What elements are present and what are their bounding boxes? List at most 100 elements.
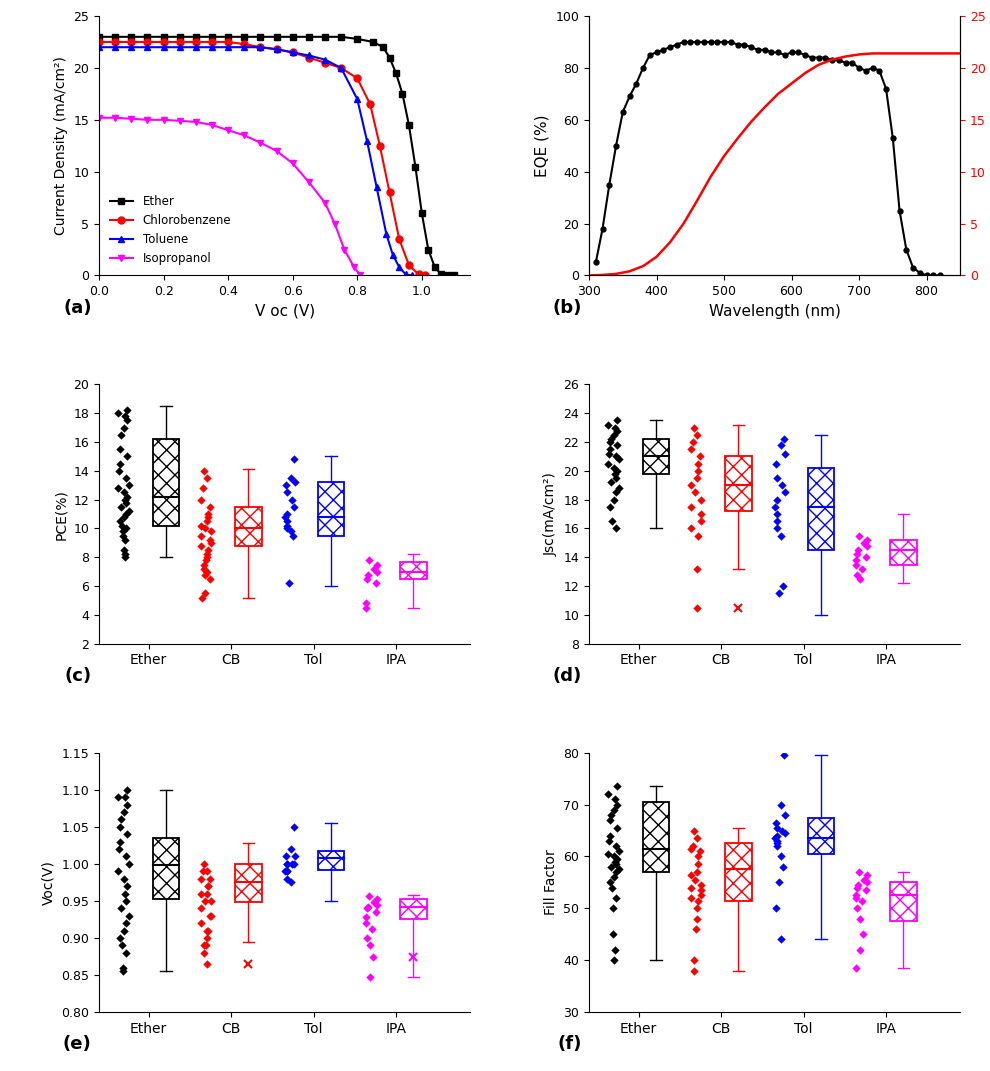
Point	[117, 885, 133, 902]
Point	[118, 408, 134, 425]
Bar	[152, 838, 179, 900]
Point	[769, 506, 785, 523]
Point	[358, 930, 374, 947]
Point	[775, 858, 791, 875]
Ether	[403, 119, 415, 132]
Point	[688, 920, 704, 938]
Point	[197, 567, 213, 584]
Point	[689, 863, 705, 880]
Point	[197, 519, 213, 537]
Point	[767, 814, 783, 831]
Point	[366, 560, 382, 577]
Isopropanol	[109, 111, 121, 124]
Point	[606, 848, 622, 865]
Point	[766, 498, 782, 515]
Chlorobenzene	[403, 259, 415, 272]
Isopropanol	[93, 111, 105, 124]
Y-axis label: Voc(V): Voc(V)	[42, 860, 55, 905]
Point	[689, 830, 705, 847]
Point	[606, 952, 622, 969]
Point	[112, 930, 128, 947]
Point	[852, 910, 868, 927]
Point	[609, 778, 625, 795]
Point	[602, 440, 618, 457]
Point	[610, 463, 626, 480]
Point	[283, 469, 299, 486]
Toluene	[303, 49, 315, 62]
Point	[193, 900, 209, 917]
Toluene	[142, 41, 153, 54]
Ether	[351, 32, 363, 45]
Point	[118, 519, 134, 537]
Chlorobenzene	[413, 268, 425, 281]
Point	[854, 560, 870, 577]
Point	[858, 866, 874, 884]
Point	[369, 563, 385, 580]
Point	[608, 790, 624, 808]
Legend: Ether, Chlorobenzene, Toluene, Isopropanol: Ether, Chlorobenzene, Toluene, Isopropan…	[105, 191, 236, 270]
Ether	[416, 207, 428, 220]
Point	[851, 527, 867, 544]
Point	[694, 492, 710, 509]
Point	[601, 444, 617, 462]
Toluene	[380, 227, 392, 240]
Point	[773, 796, 789, 813]
Chlorobenzene	[206, 35, 218, 48]
Point	[365, 948, 381, 965]
Ether	[222, 30, 234, 43]
Text: (f): (f)	[557, 1036, 582, 1054]
Point	[689, 900, 705, 917]
Point	[120, 877, 136, 894]
Toluene	[157, 41, 169, 54]
Point	[283, 856, 299, 873]
Toluene	[126, 41, 138, 54]
Point	[199, 548, 215, 565]
Bar	[400, 561, 427, 579]
Point	[116, 542, 132, 559]
Point	[116, 509, 132, 526]
Point	[118, 469, 134, 486]
Bar	[235, 864, 261, 903]
Point	[119, 796, 135, 813]
Point	[110, 480, 126, 497]
Isopropanol	[222, 124, 234, 137]
Ether	[367, 35, 379, 48]
Point	[200, 509, 216, 526]
Point	[611, 861, 627, 878]
Point	[690, 848, 706, 865]
Point	[608, 448, 624, 465]
Point	[283, 492, 299, 509]
Point	[848, 552, 864, 569]
Point	[196, 937, 212, 954]
Point	[689, 469, 705, 486]
Point	[369, 896, 385, 914]
Toluene	[400, 268, 412, 281]
Point	[202, 870, 218, 887]
Point	[279, 519, 295, 537]
Ether	[336, 30, 347, 43]
Point	[771, 874, 787, 891]
Point	[116, 870, 132, 887]
Point	[605, 513, 621, 530]
Point	[607, 941, 623, 959]
Point	[112, 455, 128, 472]
Point	[279, 484, 295, 501]
Isopropanol	[157, 114, 169, 126]
Point	[773, 527, 789, 544]
Point	[110, 788, 126, 805]
Isopropanol	[174, 115, 186, 127]
Point	[118, 546, 134, 563]
Point	[362, 937, 378, 954]
Point	[775, 577, 791, 594]
Point	[854, 892, 870, 909]
Toluene	[239, 41, 250, 54]
Point	[849, 879, 865, 896]
Point	[605, 879, 621, 896]
Point	[609, 412, 625, 429]
Point	[279, 517, 295, 534]
Point	[199, 563, 215, 580]
Point	[769, 819, 785, 836]
Point	[197, 585, 213, 602]
Point	[611, 843, 627, 860]
Point	[858, 531, 874, 548]
